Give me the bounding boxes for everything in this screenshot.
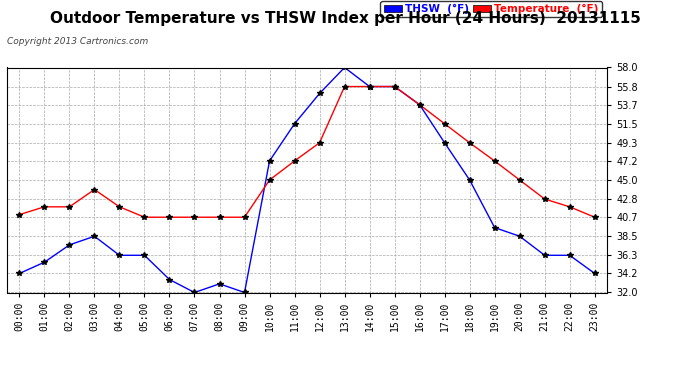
- Legend: THSW  (°F), Temperature  (°F): THSW (°F), Temperature (°F): [380, 1, 602, 17]
- Text: Copyright 2013 Cartronics.com: Copyright 2013 Cartronics.com: [7, 38, 148, 46]
- Text: Outdoor Temperature vs THSW Index per Hour (24 Hours)  20131115: Outdoor Temperature vs THSW Index per Ho…: [50, 11, 640, 26]
